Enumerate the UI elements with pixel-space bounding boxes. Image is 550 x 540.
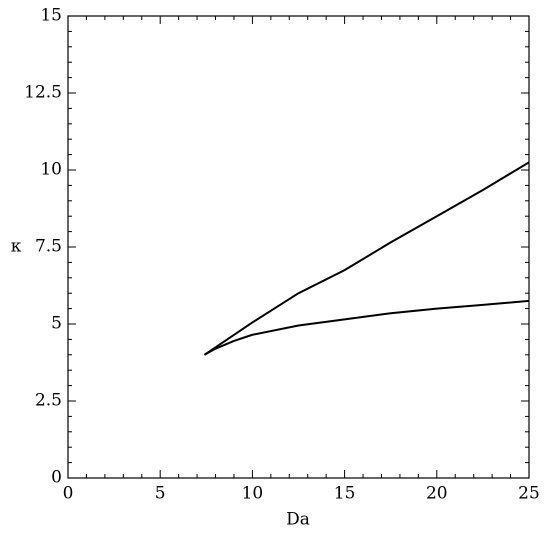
x-tick-label: 20 (426, 484, 448, 504)
y-tick-label: 2.5 (35, 391, 62, 411)
x-axis-label: Da (286, 510, 310, 530)
y-tick-label: 12.5 (24, 83, 62, 103)
series-line (203, 299, 530, 356)
x-tick-label: 0 (63, 484, 74, 504)
x-tick-label: 25 (518, 484, 540, 504)
y-tick-label: 0 (51, 468, 62, 488)
series-line (203, 161, 530, 356)
y-axis-label: κ (11, 237, 22, 257)
plot-frame (67, 15, 530, 479)
x-tick-label: 15 (334, 484, 356, 504)
y-tick-label: 10 (40, 160, 62, 180)
x-tick-label: 5 (155, 484, 166, 504)
x-tick-label: 10 (242, 484, 264, 504)
y-tick-label: 7.5 (35, 237, 62, 257)
y-tick-label: 5 (51, 314, 62, 334)
y-tick-label: 15 (40, 6, 62, 26)
